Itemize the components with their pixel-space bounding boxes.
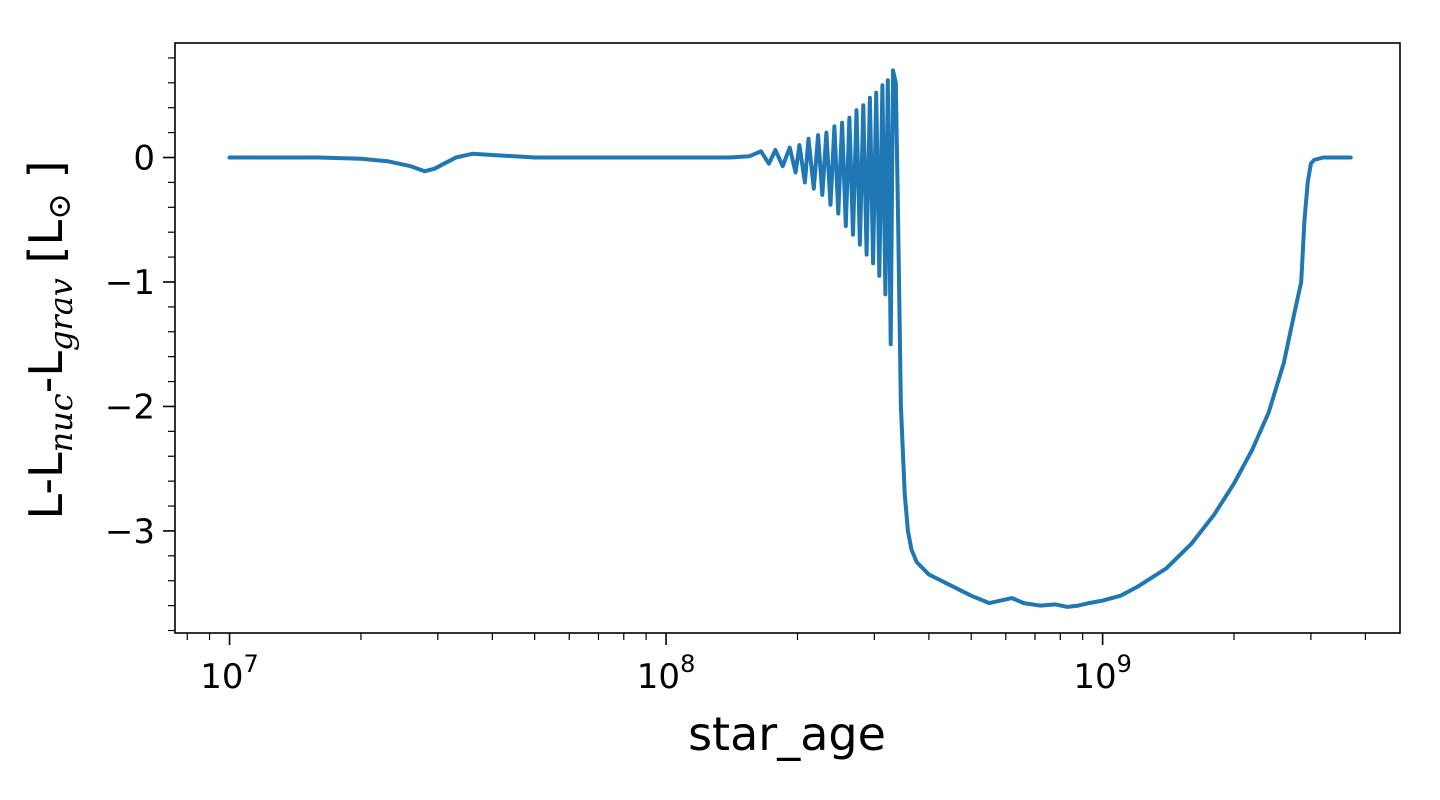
series-line-0 xyxy=(227,68,1353,609)
axes: 107 108 109 0 −1 −2 −3 xyxy=(105,42,1401,697)
axes-frame xyxy=(174,42,1401,634)
x-tick-label: 107 xyxy=(200,650,259,697)
x-axis-title: star_age xyxy=(688,707,886,761)
plot-area xyxy=(227,68,1353,609)
y-tick-label: −1 xyxy=(105,263,155,303)
y-tick-label: −3 xyxy=(105,512,155,552)
y-tick-label: −2 xyxy=(105,387,155,427)
y-tick-label: 0 xyxy=(133,139,155,179)
x-tick-label: 109 xyxy=(1073,650,1132,697)
y-axis-title: L-Lnuc-Lgrav [L⊙ ] xyxy=(19,161,80,520)
x-tick-label: 108 xyxy=(637,650,696,697)
